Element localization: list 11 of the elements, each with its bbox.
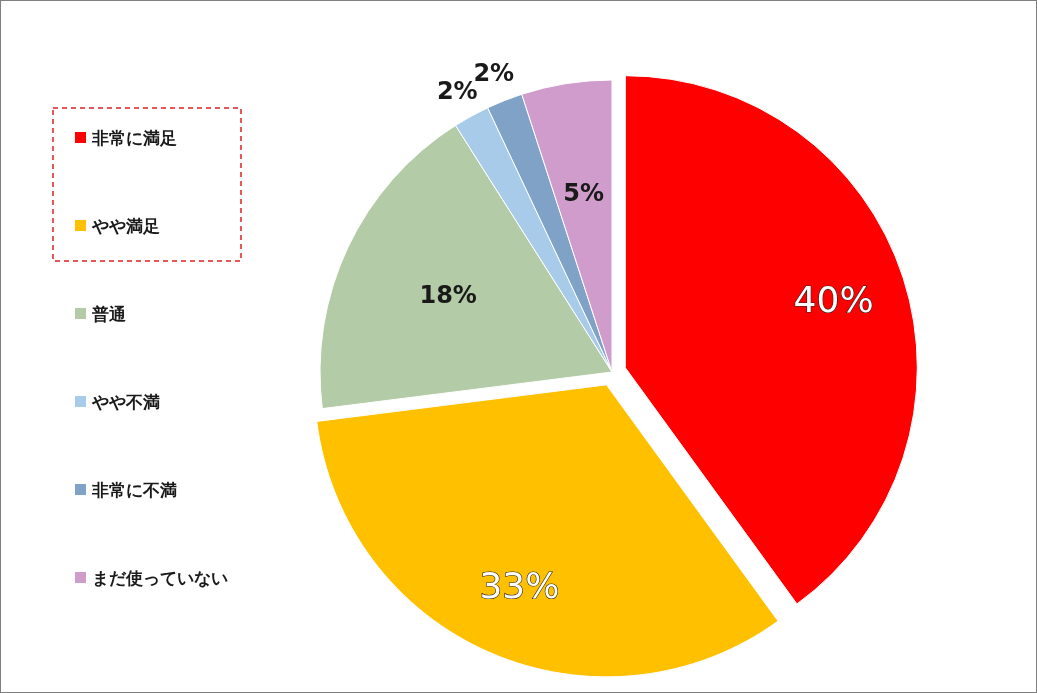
data-label: 33% xyxy=(479,565,560,607)
legend-label: 非常に満足 xyxy=(91,128,177,148)
data-label: 5% xyxy=(563,179,605,208)
data-label: 18% xyxy=(419,280,477,309)
legend-label: やや満足 xyxy=(91,216,160,236)
data-label: 2% xyxy=(473,59,515,88)
legend-label: 普通 xyxy=(91,304,126,324)
data-label: 40% xyxy=(793,279,874,321)
legend-label: 非常に不満 xyxy=(91,480,177,500)
legend-label: まだ使っていない xyxy=(92,568,228,588)
legend-label: やや不満 xyxy=(91,392,160,412)
